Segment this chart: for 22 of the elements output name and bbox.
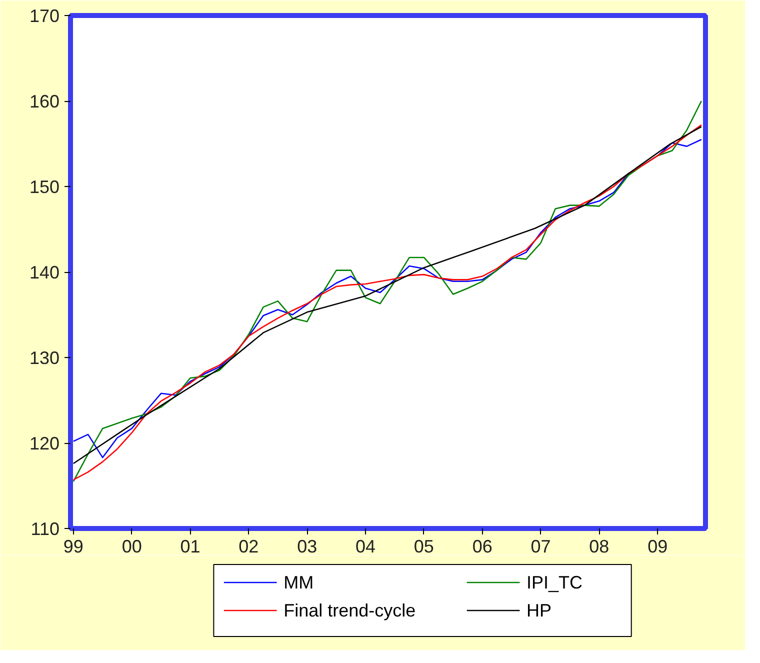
y-tick-label: 130 [29, 348, 60, 368]
y-tick-label: 150 [29, 177, 60, 197]
x-tick-label: 01 [180, 536, 200, 556]
legend-label: IPI_TC [526, 572, 583, 592]
legend-label: HP [526, 600, 552, 620]
x-tick-label: 02 [238, 536, 259, 556]
y-tick-label: 120 [29, 434, 60, 454]
x-tick-label: 05 [414, 536, 434, 556]
x-tick-label: 99 [63, 536, 84, 556]
legend-label: Final trend-cycle [284, 600, 416, 620]
x-tick-label: 04 [356, 536, 376, 556]
y-tick-label: 110 [30, 519, 60, 539]
x-tick-label: 07 [530, 536, 551, 556]
y-tick-label: 160 [29, 92, 60, 112]
x-tick-label: 00 [122, 536, 142, 556]
y-tick-label: 170 [29, 6, 60, 26]
y-tick-label: 140 [29, 262, 60, 282]
x-tick-label: 06 [472, 536, 492, 556]
x-tick-label: 08 [589, 536, 610, 556]
x-tick-label: 09 [648, 536, 668, 556]
x-tick-label: 03 [297, 536, 318, 556]
legend-label: MM [284, 572, 314, 592]
